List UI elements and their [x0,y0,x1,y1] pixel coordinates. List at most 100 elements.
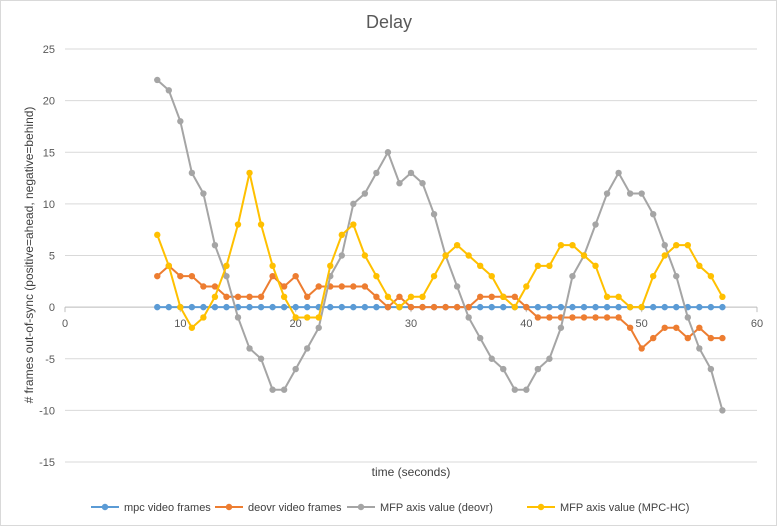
data-point [569,272,576,280]
data-point [569,303,576,311]
data-point [407,303,415,311]
data-point [615,293,622,300]
y-tick-label: 0 [49,302,55,314]
data-point [223,303,230,311]
data-point [477,334,484,342]
data-point [534,314,542,321]
data-point [361,283,369,290]
data-point [719,303,726,311]
data-point [304,293,311,300]
data-point [719,334,726,342]
data-point [269,386,276,393]
data-point [719,407,726,414]
data-point [361,190,369,197]
data-point [673,324,680,331]
data-point [304,303,311,311]
data-point [465,252,472,259]
data-point [477,303,484,311]
legend-swatch-marker [101,503,109,511]
data-point [211,283,219,290]
data-point [315,314,322,321]
x-tick-label: 10 [174,318,186,330]
data-point [165,87,172,94]
data-point [592,262,599,270]
data-point [696,324,703,331]
data-point [477,262,484,270]
data-point [557,241,565,249]
data-point [269,262,276,270]
data-point [234,221,242,228]
data-point [661,252,668,259]
legend-swatch-marker [537,503,545,511]
data-point [707,365,715,373]
data-point [419,303,426,311]
data-point [696,345,703,352]
data-point [154,272,161,280]
data-point [338,231,345,239]
data-point [500,303,507,311]
data-point [626,303,634,311]
legend-swatch-marker [225,503,233,511]
data-point [707,334,715,342]
data-point [234,293,242,300]
data-point [188,324,196,331]
y-tick-label: -5 [45,354,55,366]
data-point [188,303,196,311]
data-point [442,303,449,311]
legend-item: mpc video frames [91,502,211,514]
data-point [223,293,230,300]
data-point [177,118,184,125]
data-point [384,303,392,311]
data-point [211,241,219,249]
data-point [719,293,726,300]
data-point [373,169,380,177]
data-point [511,303,518,311]
data-point [361,252,369,259]
data-point [373,272,380,280]
data-point [165,303,172,311]
data-point [488,355,495,362]
data-point [684,314,691,321]
x-tick-label: 20 [290,318,302,330]
data-point [603,293,611,300]
legend-item: MFP axis value (MPC-HC) [527,502,689,514]
data-point [615,314,622,321]
data-point [280,293,288,300]
data-point [546,314,553,321]
data-point [154,231,161,239]
data-point [615,303,622,311]
data-point [707,272,715,280]
data-point [200,303,207,311]
data-point [154,76,161,84]
chart-title: Delay [366,12,412,32]
y-tick-label: -10 [39,405,55,417]
data-point [580,303,588,311]
data-point [626,190,634,197]
y-axis-title: # frames out-of-sync (positive=ahead, ne… [22,107,36,404]
data-point [661,303,668,311]
data-point [200,314,207,321]
data-point [580,314,588,321]
x-tick-label: 50 [636,318,648,330]
data-point [246,169,253,177]
data-point [696,262,703,270]
data-point [546,262,553,270]
tick-labels: -15 -10 -5 0 5 10 15 20 25 0 10 20 30 40 50 60 [39,44,763,469]
data-point [338,283,345,290]
data-point [696,303,703,311]
data-point [650,334,657,342]
data-point [188,169,196,177]
data-point [603,314,611,321]
data-point [361,303,369,311]
data-point [511,293,518,300]
data-point [257,303,265,311]
data-point [673,272,680,280]
data-point [280,386,288,393]
data-point [650,272,657,280]
data-point [557,303,565,311]
y-tick-label: 5 [49,251,55,263]
data-point [592,303,599,311]
data-point [465,314,472,321]
data-point [477,293,484,300]
data-point [488,293,495,300]
